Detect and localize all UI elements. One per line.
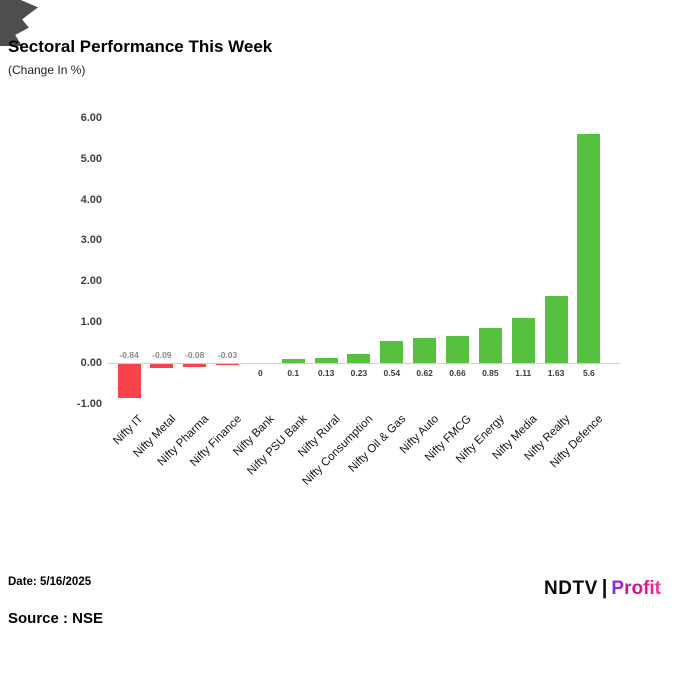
bar-value-label: 0.1 — [287, 368, 300, 378]
bar-value-label: -0.08 — [185, 350, 205, 360]
bar-value-label: -0.09 — [152, 350, 172, 360]
bar-value-label: 0.85 — [482, 368, 499, 378]
bar-value-label: 0 — [258, 368, 263, 378]
y-axis-tick-label: 4.00 — [80, 193, 102, 206]
bar-value-label: 0.62 — [416, 368, 433, 378]
source-label: Source : NSE — [8, 610, 104, 627]
bar-value-label: 0.23 — [350, 368, 368, 378]
bar-7 — [347, 353, 371, 363]
bar-1 — [150, 364, 174, 368]
bar-3 — [216, 364, 240, 366]
bar-value-label: 1.11 — [515, 368, 532, 378]
bar-value-label: 0.13 — [317, 368, 335, 378]
bar-value-label: 1.63 — [547, 368, 565, 378]
bar-12 — [511, 317, 535, 363]
bar-value-label: 5.6 — [582, 368, 595, 378]
y-axis-tick-label: 3.00 — [80, 234, 102, 247]
bar-2 — [183, 364, 207, 368]
bar-value-label: -0.03 — [217, 350, 238, 360]
bar-5 — [281, 358, 305, 363]
y-axis-tick-label: 0.00 — [80, 357, 102, 369]
chart-subtitle: (Change In %) — [8, 63, 86, 77]
y-axis-tick-label: 1.00 — [80, 316, 102, 329]
ndtv-profit-logo: NDTV | Profit — [544, 577, 661, 600]
chart-title: Sectoral Performance This Week — [8, 37, 273, 56]
y-axis-tick-label: -1.00 — [76, 397, 102, 410]
bar-6 — [314, 357, 338, 363]
y-axis-tick-label: 6.00 — [80, 111, 102, 124]
bar-value-label: 0.54 — [383, 368, 401, 378]
y-axis-tick-label: 2.00 — [80, 275, 102, 288]
y-axis-tick-label: 5.00 — [80, 152, 102, 165]
bar-value-label: -0.84 — [119, 350, 139, 360]
logo-ndtv-text: NDTV — [544, 577, 598, 599]
bar-8 — [380, 340, 404, 363]
date-label: Date: 5/16/2025 — [8, 576, 92, 588]
logo-profit-text: Profit — [611, 577, 661, 599]
x-axis-line — [108, 362, 620, 364]
bar-11 — [478, 328, 502, 363]
bar-14 — [577, 134, 601, 363]
bar-10 — [446, 336, 469, 363]
bar-13 — [544, 296, 568, 363]
bar-9 — [413, 337, 437, 363]
bar-0 — [117, 364, 141, 399]
logo-divider: | — [601, 577, 608, 599]
bar-value-label: 0.66 — [449, 368, 466, 378]
